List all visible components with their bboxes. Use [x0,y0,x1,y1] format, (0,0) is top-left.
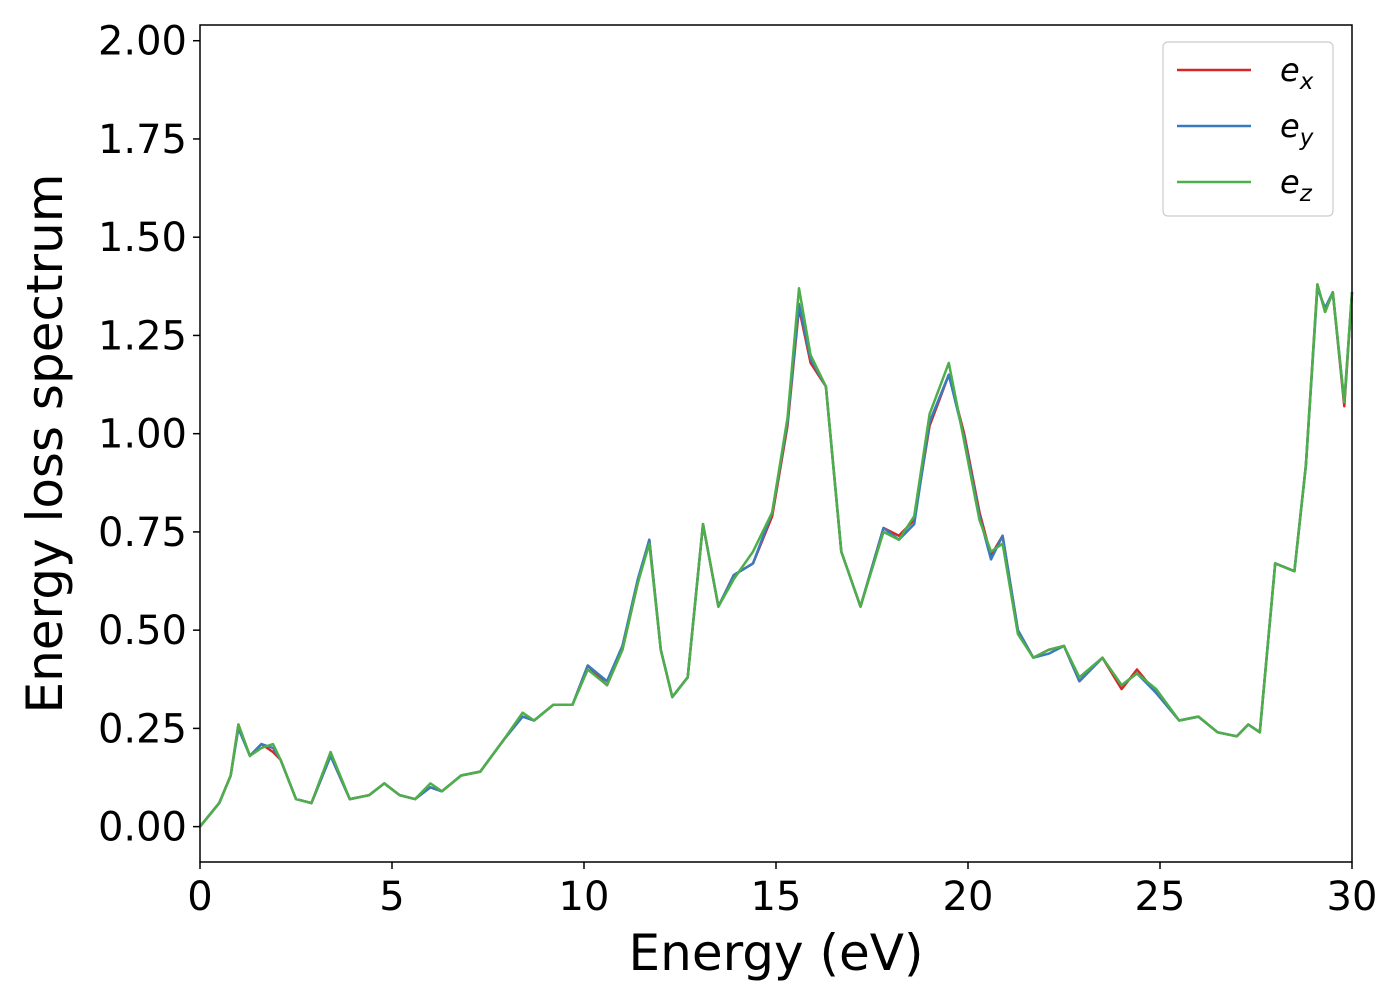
y-tick-label: 0.00 [98,805,187,851]
x-tick-label: 25 [1135,874,1186,920]
legend-entry-z: ez [1280,163,1313,207]
x-tick-label: 5 [379,874,404,920]
x-tick-label: 15 [751,874,802,920]
y-tick-label: 1.75 [98,117,187,163]
series-line-z [199,283,1354,828]
y-tick-label: 0.50 [98,608,187,654]
legend: ex ey ez [1162,41,1334,217]
y-axis-label: Energy loss spectrum [16,173,74,713]
y-axis-ticks: 0.00 0.25 0.50 0.75 1.00 1.25 1.50 1.75 2.00 [98,19,200,851]
y-tick-label: 1.00 [98,412,187,458]
legend-box [1162,41,1334,217]
series-lines [199,283,1354,828]
series-line-y [199,287,1354,828]
plot-area-frame [199,24,1353,863]
x-axis-ticks: 0 5 10 15 20 25 30 [187,862,1377,920]
x-tick-label: 10 [559,874,610,920]
legend-entry-y: ey [1280,107,1314,151]
y-tick-label: 0.75 [98,510,187,556]
x-tick-label: 20 [943,874,994,920]
x-tick-label: 30 [1327,874,1378,920]
x-tick-label: 0 [187,874,212,920]
y-tick-label: 0.25 [98,706,187,752]
x-axis-label: Energy (eV) [629,924,924,982]
series-line-x [199,283,1354,828]
legend-entry-x: ex [1280,51,1314,95]
y-tick-label: 2.00 [98,19,187,65]
y-tick-label: 1.50 [98,215,187,261]
y-tick-label: 1.25 [98,313,187,359]
